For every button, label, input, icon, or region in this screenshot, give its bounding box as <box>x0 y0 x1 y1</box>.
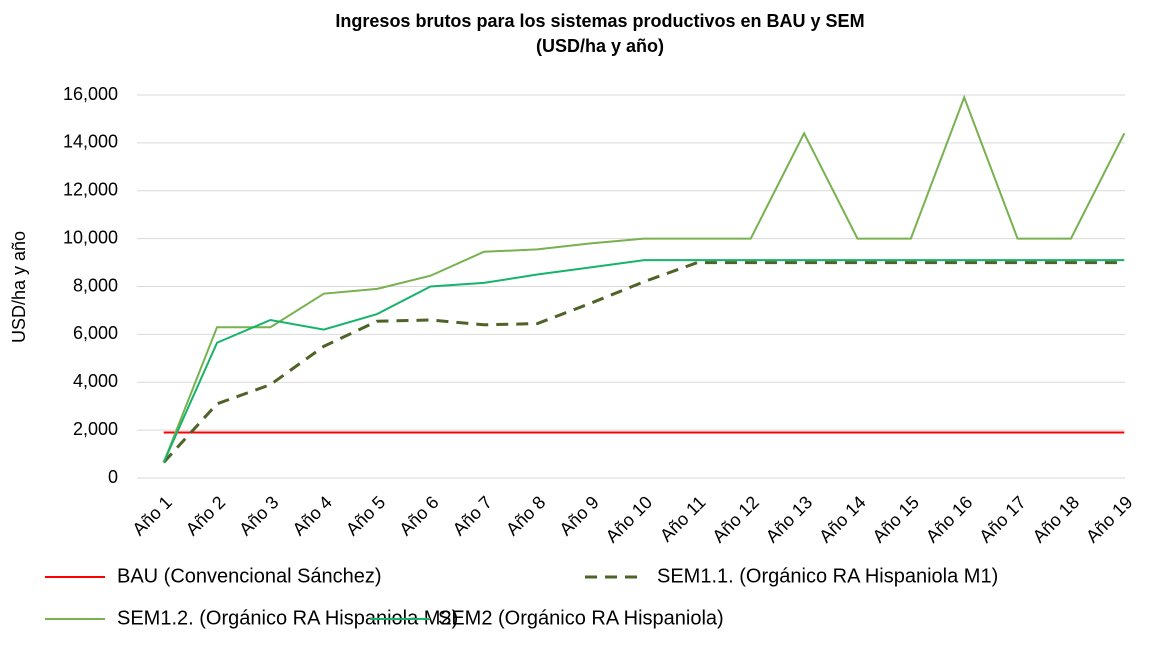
x-tick-label: Año 1 <box>128 492 175 539</box>
legend-label: BAU (Convencional Sánchez) <box>117 565 382 587</box>
x-tick-label: Año 3 <box>235 492 282 539</box>
line-series <box>162 94 1126 463</box>
y-tick-label: 0 <box>108 467 118 487</box>
chart-subtitle: (USD/ha y año) <box>536 36 664 56</box>
x-tick-label: Año 12 <box>708 492 762 546</box>
y-tick-label: 8,000 <box>73 275 118 295</box>
y-tick-label: 2,000 <box>73 419 118 439</box>
y-tick-label: 16,000 <box>63 84 118 104</box>
x-tick-label: Año 2 <box>182 492 229 539</box>
x-tick-label: Año 8 <box>502 492 549 539</box>
legend-label: SEM1.2. (Orgánico RA Hispaniola M2) <box>117 607 458 629</box>
x-tick-label: Año 17 <box>975 492 1029 546</box>
line-series <box>162 261 1125 464</box>
x-tick-label: Año 5 <box>342 492 389 539</box>
chart-title: Ingresos brutos para los sistemas produc… <box>335 11 864 31</box>
x-tick-label: Año 11 <box>656 492 710 546</box>
legend-label: SEM2 (Orgánico RA Hispaniola) <box>438 607 724 629</box>
legend-label: SEM1.1. (Orgánico RA Hispaniola M1) <box>657 565 998 587</box>
x-tick-label: Año 6 <box>395 492 442 539</box>
y-tick-label: 14,000 <box>63 132 118 152</box>
y-tick-label: 10,000 <box>63 227 118 247</box>
x-tick-label: Año 19 <box>1082 492 1136 546</box>
x-tick-label: Año 10 <box>602 492 656 546</box>
x-tick-label: Año 18 <box>1029 492 1083 546</box>
x-tick-label: Año 13 <box>762 492 816 546</box>
x-tick-label: Año 16 <box>922 492 976 546</box>
x-tick-label: Año 4 <box>289 492 336 539</box>
y-tick-label: 12,000 <box>63 180 118 200</box>
y-axis-label: USD/ha y año <box>9 231 29 343</box>
x-tick-label: Año 15 <box>869 492 923 546</box>
line-series <box>162 259 1125 463</box>
x-tick-label: Año 9 <box>555 492 602 539</box>
x-tick-label: Año 7 <box>449 492 496 539</box>
x-tick-label: Año 14 <box>815 492 869 546</box>
y-tick-label: 6,000 <box>73 323 118 343</box>
y-tick-label: 4,000 <box>73 371 118 391</box>
